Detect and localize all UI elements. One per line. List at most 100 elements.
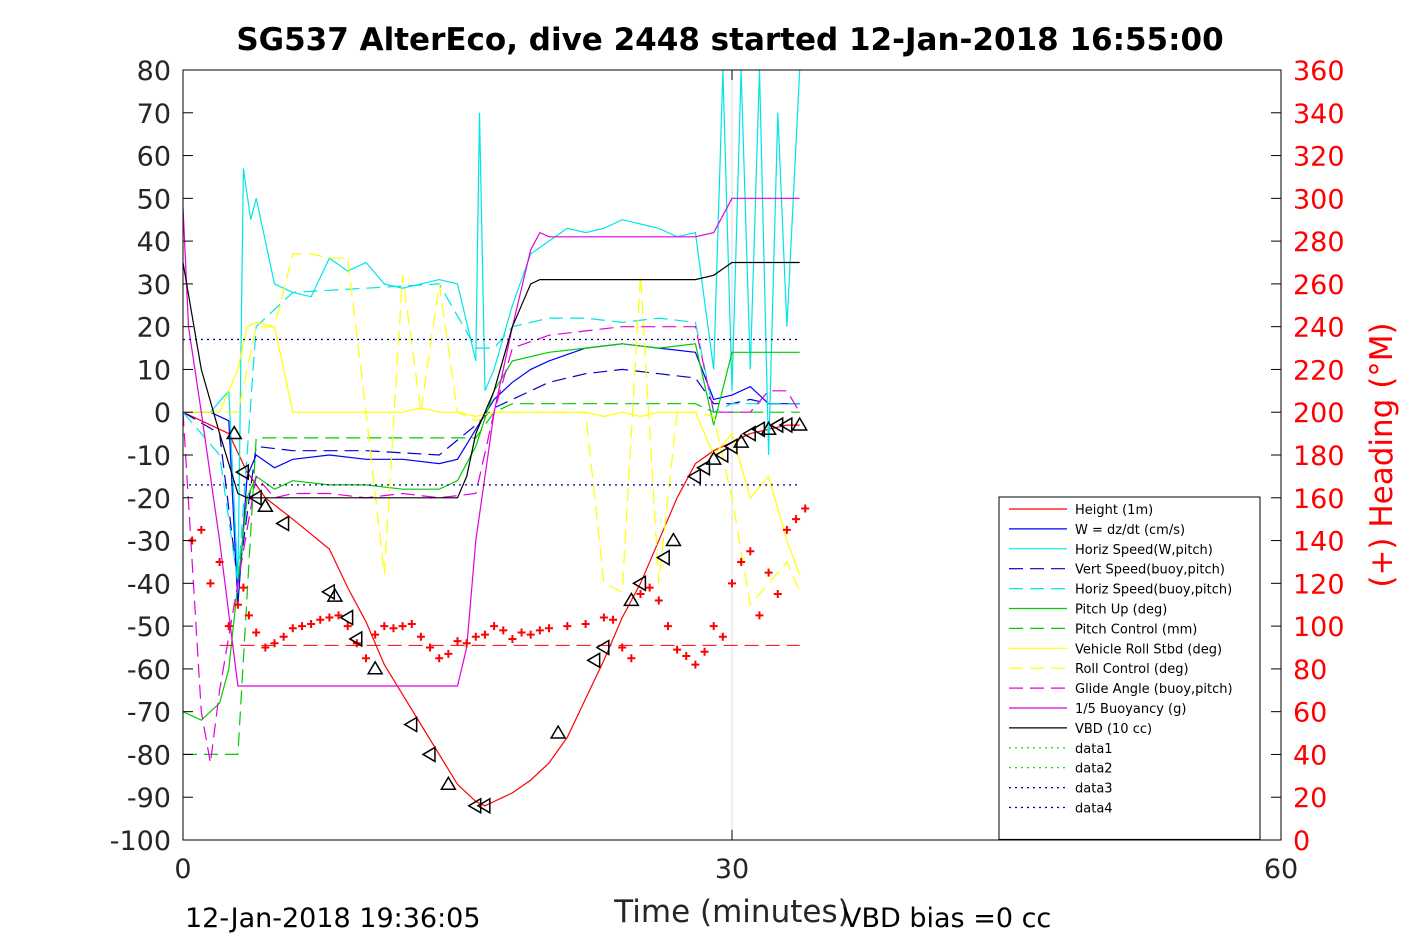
legend-entry: data3 (1075, 782, 1113, 797)
heading-point (297, 622, 306, 631)
series-line-8 (183, 253, 801, 607)
y-tick-label: 80 (137, 56, 171, 87)
triangle-marker (421, 746, 436, 763)
legend-entry: Pitch Control (mm) (1075, 622, 1197, 637)
heading-point (371, 630, 380, 639)
y-tick-label: -50 (127, 612, 171, 643)
triangle-marker (257, 497, 274, 512)
heading-point (755, 611, 764, 620)
series-line-5 (183, 343, 800, 721)
right-y-tick-label: 20 (1293, 783, 1327, 814)
x-axis-label: Time (minutes) (613, 894, 849, 930)
triangle-marker (595, 639, 610, 656)
heading-point (453, 637, 462, 646)
legend-entry: Pitch Up (deg) (1075, 603, 1167, 618)
heading-point (224, 622, 233, 631)
heading-point (654, 596, 663, 605)
x-tick-label: 60 (1264, 854, 1298, 885)
triangle-marker (632, 575, 647, 592)
triangle-marker (275, 515, 290, 532)
right-y-tick-label: 0 (1293, 826, 1310, 857)
y-tick-label: 20 (137, 313, 171, 344)
series-layer (183, 70, 801, 807)
y-tick-label: 70 (137, 99, 171, 130)
series-line-7 (183, 321, 801, 576)
triangle-marker (225, 425, 243, 440)
triangle-marker (339, 609, 354, 626)
heading-point (792, 515, 801, 524)
right-y-tick-label: 80 (1293, 655, 1327, 686)
heading-point (426, 643, 435, 652)
heading-point (764, 568, 773, 577)
right-y-tick-label: 100 (1293, 612, 1345, 643)
heading-point (252, 628, 261, 637)
legend-entry: Vehicle Roll Stbd (deg) (1075, 642, 1222, 657)
heading-point (526, 630, 535, 639)
series-line-6 (183, 403, 800, 756)
legend-entry: 1/5 Buoyancy (g) (1075, 702, 1186, 717)
y-tick-label: 10 (137, 355, 171, 386)
heading-point (508, 634, 517, 643)
triangle-marker (549, 724, 567, 739)
legend-entry: data4 (1075, 802, 1113, 817)
heading-point (801, 504, 810, 513)
heading-point (627, 654, 636, 663)
heading-point (362, 654, 370, 663)
right-y-tick-label: 60 (1293, 698, 1327, 729)
heading-point (407, 619, 416, 628)
y-axis-ticks: 80 70 60 50 40 30 20 10 0 -10 -20 -30 -40 -50 -60 -70 -8… (110, 56, 193, 857)
heading-point (645, 583, 654, 592)
heading-point (398, 622, 407, 631)
footer-timestamp: 12-Jan-2018 19:36:05 (185, 903, 481, 934)
right-y-tick-label: 140 (1293, 527, 1345, 558)
legend-entry: VBD (10 cc) (1075, 722, 1152, 737)
heading-point (261, 643, 270, 652)
series-line-2 (183, 70, 801, 584)
series-line-10 (183, 197, 800, 687)
heading-point (416, 632, 425, 641)
right-y-tick-label: 120 (1293, 569, 1345, 600)
heading-point (444, 649, 453, 658)
x-axis-ticks: 0 30 60 (174, 70, 1298, 885)
heading-point (462, 639, 471, 648)
heading-point (782, 525, 791, 534)
heading-point (380, 622, 389, 631)
heading-point (773, 590, 782, 599)
y-tick-label: -10 (127, 441, 171, 472)
heading-point (535, 626, 544, 635)
legend-entry: Vert Speed(buoy,pitch) (1075, 563, 1225, 578)
triangle-marker (778, 416, 793, 434)
heading-point (737, 557, 746, 566)
triangle-marker (741, 425, 756, 442)
triangle-marker (467, 797, 482, 815)
triangle-marker (714, 446, 729, 464)
right-y-tick-label: 260 (1293, 270, 1345, 301)
heading-point (663, 622, 672, 631)
plot-area (182, 69, 1282, 841)
right-y-tick-label: 240 (1293, 313, 1345, 344)
triangle-marker (403, 716, 418, 733)
triangle-marker (234, 463, 250, 481)
triangle-marker (696, 459, 711, 477)
heading-point (682, 652, 691, 661)
heading-point (746, 547, 755, 556)
legend-entry: Horiz Speed(W,pitch) (1075, 543, 1213, 558)
y-tick-label: -70 (127, 698, 171, 729)
triangle-marker (586, 652, 601, 669)
series-line-0 (183, 411, 800, 807)
x-tick-label: 0 (174, 854, 191, 885)
heading-point (270, 639, 279, 648)
legend-entry: Roll Control (deg) (1075, 662, 1189, 677)
y-tick-label: 40 (137, 227, 171, 258)
heading-point (718, 632, 727, 641)
y-tick-label: -80 (127, 740, 171, 771)
heading-point (316, 615, 325, 624)
heading-point (691, 660, 700, 669)
legend-entry: W = dz/dt (cm/s) (1075, 523, 1185, 538)
y-tick-label: 0 (154, 398, 171, 429)
heading-point (215, 557, 224, 566)
heading-point (728, 579, 736, 588)
triangle-marker (655, 549, 670, 566)
legend-entry: Horiz Speed(buoy,pitch) (1075, 583, 1232, 598)
